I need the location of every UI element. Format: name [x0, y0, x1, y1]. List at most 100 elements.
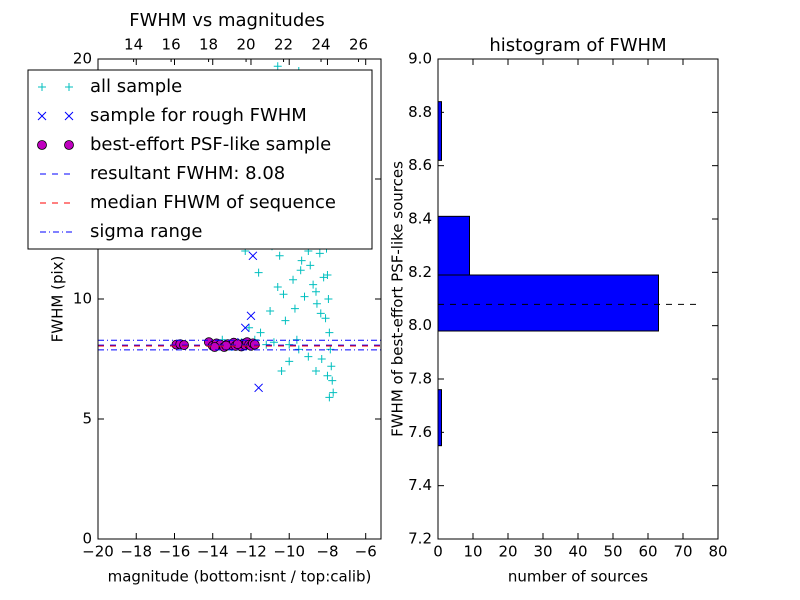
x-tick-label: 70 — [673, 543, 692, 561]
legend-label: all sample — [90, 76, 182, 97]
point — [309, 280, 318, 289]
y-tick-label: 7.2 — [408, 530, 432, 548]
axes-frame — [97, 58, 382, 540]
legend-marker — [64, 111, 74, 121]
x-tick-label: 10 — [463, 543, 482, 561]
y-tick-label: 5 — [82, 410, 92, 428]
x-tick-label: −12 — [235, 543, 267, 561]
y-tick-label: 7.4 — [408, 476, 432, 494]
y-tick-label: 10 — [73, 290, 92, 308]
point — [316, 309, 325, 318]
chart-title: FWHM vs magnitudes — [129, 10, 324, 31]
point — [296, 266, 305, 275]
x-tick-label: 0 — [433, 543, 443, 561]
point — [273, 283, 282, 291]
y-tick-label: 7.8 — [408, 370, 432, 388]
x2-tick-label: 16 — [162, 36, 181, 54]
x2-tick-label: 20 — [237, 36, 256, 54]
x-tick-label: 20 — [498, 543, 517, 561]
point — [281, 316, 290, 325]
legend-label: sample for rough FWHM — [90, 105, 307, 126]
x-tick-label: −10 — [273, 543, 305, 561]
point — [304, 352, 313, 361]
point — [312, 299, 321, 308]
point — [321, 314, 330, 323]
point — [300, 292, 309, 301]
x2-tick-label: 24 — [311, 36, 330, 54]
point — [323, 271, 332, 279]
point — [232, 339, 243, 350]
point — [273, 62, 282, 71]
point — [285, 357, 294, 366]
point — [323, 371, 332, 380]
legend-marker — [37, 140, 47, 150]
x-tick-label: 60 — [638, 543, 657, 561]
y-axis-label: FWHM of best-effort PSF-like sources — [389, 161, 407, 437]
point — [254, 383, 263, 393]
x-tick-label: 30 — [533, 543, 552, 561]
point — [289, 275, 298, 284]
point — [266, 307, 275, 315]
point — [328, 376, 337, 385]
legend-marker — [37, 111, 47, 121]
point — [209, 342, 220, 352]
y-tick-label: 8.2 — [408, 263, 432, 281]
bar — [437, 215, 470, 276]
x2-tick-label: 18 — [199, 36, 218, 54]
bar — [437, 274, 659, 332]
point — [277, 367, 286, 375]
point — [324, 295, 333, 303]
point — [254, 268, 263, 277]
point — [315, 249, 324, 258]
point — [269, 338, 278, 347]
x-axis-label: number of sources — [508, 568, 648, 586]
x-tick-label: −18 — [120, 543, 152, 561]
x-tick-label: 50 — [603, 543, 622, 561]
point — [329, 388, 338, 397]
x-axis-label: magnitude (bottom:isnt / top:calib) — [108, 568, 372, 586]
x-tick-label: −8 — [316, 543, 338, 561]
legend-label: resultant FWHM: 8.08 — [90, 163, 285, 184]
point — [240, 323, 250, 333]
legend-box — [27, 69, 373, 250]
point — [290, 304, 299, 313]
axes-frame — [437, 58, 719, 540]
x2-tick-label: 22 — [274, 36, 293, 54]
point — [279, 290, 288, 299]
point — [325, 393, 334, 402]
legend: all sample sample for rough FWHM best-effo… — [27, 69, 373, 250]
point — [245, 323, 254, 332]
legend-marker — [38, 83, 46, 91]
point — [256, 328, 265, 337]
point — [311, 287, 320, 296]
x-tick-label: −14 — [197, 543, 229, 561]
y-tick-label: 20 — [73, 50, 92, 68]
y-tick-label: 8.8 — [408, 103, 432, 121]
point — [248, 251, 258, 261]
point — [311, 367, 320, 375]
chart-title: histogram of FWHM — [489, 35, 666, 56]
x-tick-label: −20 — [82, 543, 114, 561]
legend-label: sigma range — [90, 221, 202, 242]
x-tick-label: −6 — [355, 543, 377, 561]
y-tick-label: 8.0 — [408, 316, 432, 334]
point — [297, 256, 306, 265]
y-tick-label: 7.6 — [408, 423, 432, 441]
point — [325, 328, 334, 337]
bar — [437, 389, 442, 447]
point — [275, 251, 284, 260]
y-tick-label: 9.0 — [408, 50, 432, 68]
x2-tick-label: 14 — [124, 36, 143, 54]
point — [246, 311, 256, 321]
y-tick-label: 8.4 — [408, 210, 432, 228]
point — [317, 355, 326, 363]
point — [327, 362, 336, 371]
bar — [437, 101, 442, 161]
point — [306, 261, 315, 270]
x-tick-label: 80 — [708, 543, 727, 561]
legend-marker — [65, 83, 73, 91]
x-tick-label: −16 — [159, 543, 191, 561]
x2-tick-label: 26 — [349, 36, 368, 54]
legend-marker — [64, 140, 74, 150]
